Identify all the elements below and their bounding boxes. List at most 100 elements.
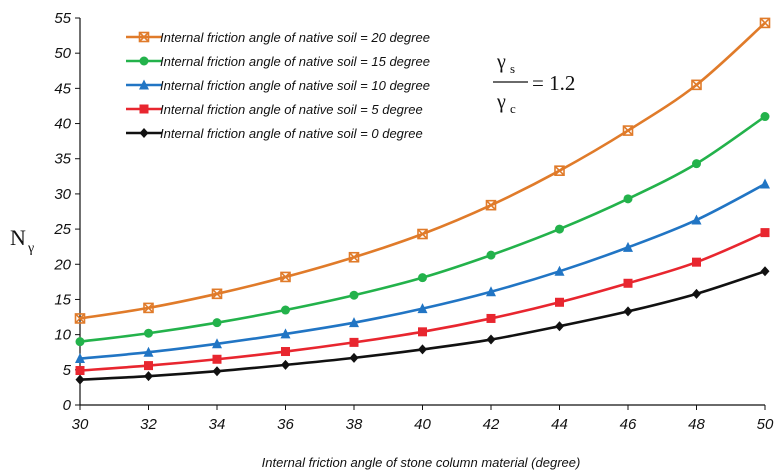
data-point [75, 353, 85, 364]
data-point [144, 371, 153, 382]
data-point [486, 286, 496, 297]
legend: Internal friction angle of native soil =… [126, 30, 430, 141]
data-point [144, 328, 153, 338]
data-point [143, 302, 154, 314]
y-axis-label: N [10, 225, 26, 250]
legend-marker [139, 104, 149, 114]
data-point [692, 257, 701, 267]
legend-label: Internal friction angle of native soil =… [160, 102, 423, 117]
data-point [760, 266, 770, 277]
series-group [74, 17, 771, 385]
data-point [623, 194, 633, 204]
y-tick-label: 15 [54, 291, 71, 308]
data-point [554, 265, 565, 276]
data-point [555, 297, 564, 307]
x-tick-label: 44 [551, 416, 568, 433]
data-point [760, 112, 770, 122]
y-tick-label: 40 [54, 116, 71, 133]
data-point [486, 250, 496, 260]
data-point [623, 278, 633, 288]
data-point [691, 79, 702, 91]
data-point [280, 271, 291, 283]
x-tick-label: 30 [72, 416, 89, 433]
data-point [211, 288, 223, 300]
x-tick-label: 48 [688, 416, 705, 433]
data-point [418, 327, 427, 337]
data-point [212, 366, 222, 377]
x-tick-label: 40 [414, 416, 431, 433]
x-axis-label: Internal friction angle of stone column … [262, 455, 581, 470]
ratio-numerator-subscript: s [510, 61, 515, 76]
legend-item-2: Internal friction angle of native soil =… [126, 78, 430, 93]
data-point [418, 273, 427, 283]
data-point [349, 290, 359, 300]
data-point [281, 347, 290, 357]
y-tick-label: 5 [63, 362, 72, 379]
data-point [75, 374, 85, 385]
legend-marker [138, 31, 150, 43]
data-point [349, 337, 359, 347]
data-point [622, 125, 634, 136]
y-tick-label: 25 [53, 221, 71, 238]
legend-label: Internal friction angle of native soil =… [160, 78, 430, 93]
x-tick-label: 50 [757, 416, 774, 433]
data-point [485, 199, 497, 211]
data-point [348, 251, 360, 263]
series-1 [75, 112, 770, 347]
axes: 0 5 10 15 20 25 30 35 40 45 50 55 30 32 34 36 38 40 42 44 46… [53, 10, 774, 433]
legend-item-1: Internal friction angle of native soil =… [126, 54, 430, 69]
data-point [74, 313, 86, 324]
data-point [486, 334, 496, 345]
data-point [623, 306, 633, 317]
ratio-denominator: γ [496, 91, 506, 113]
y-tick-label: 10 [54, 327, 71, 344]
data-point [281, 305, 290, 315]
data-point [760, 178, 770, 189]
data-point [692, 159, 701, 169]
data-point [623, 241, 633, 252]
y-tick-label: 45 [54, 80, 71, 97]
data-point [555, 321, 564, 332]
data-point [692, 288, 701, 299]
y-tick-label: 55 [54, 10, 71, 27]
x-tick-label: 38 [346, 416, 363, 433]
x-tick-label: 36 [277, 416, 294, 433]
y-tick-label: 30 [54, 186, 71, 203]
data-point [281, 359, 290, 370]
data-point [212, 354, 222, 364]
y-tick-label: 20 [53, 256, 71, 273]
data-point [212, 318, 222, 328]
data-point [212, 338, 222, 349]
legend-label: Internal friction angle of native soil =… [160, 54, 430, 69]
data-point [280, 328, 291, 339]
y-tick-label: 35 [54, 151, 71, 168]
data-point [417, 303, 428, 314]
legend-item-3: Internal friction angle of native soil =… [126, 102, 423, 117]
legend-label: Internal friction angle of native soil =… [160, 126, 423, 141]
data-point [418, 344, 427, 355]
series-2 [75, 178, 770, 364]
series-4 [75, 266, 770, 385]
legend-item-4: Internal friction angle of native soil =… [126, 126, 423, 141]
x-tick-label: 42 [483, 416, 500, 433]
legend-marker [139, 79, 149, 90]
legend-label: Internal friction angle of native soil =… [160, 30, 430, 45]
ratio-value: = 1.2 [532, 71, 575, 95]
ratio-denominator-subscript: c [510, 101, 516, 116]
data-point [760, 228, 770, 238]
data-point [75, 337, 85, 347]
data-point [144, 361, 153, 371]
data-point [349, 317, 359, 328]
data-point [486, 313, 496, 323]
x-tick-label: 32 [140, 416, 157, 433]
legend-item-0: Internal friction angle of native soil =… [126, 30, 430, 45]
series-3 [75, 228, 770, 376]
data-point [691, 214, 702, 225]
data-point [75, 366, 85, 376]
ratio-annotation: γ s γ c = 1.2 [493, 51, 575, 116]
legend-marker [139, 128, 149, 138]
series-0 [74, 17, 771, 324]
y-tick-label: 50 [54, 45, 71, 62]
y-axis-label-subscript: γ [27, 241, 34, 256]
